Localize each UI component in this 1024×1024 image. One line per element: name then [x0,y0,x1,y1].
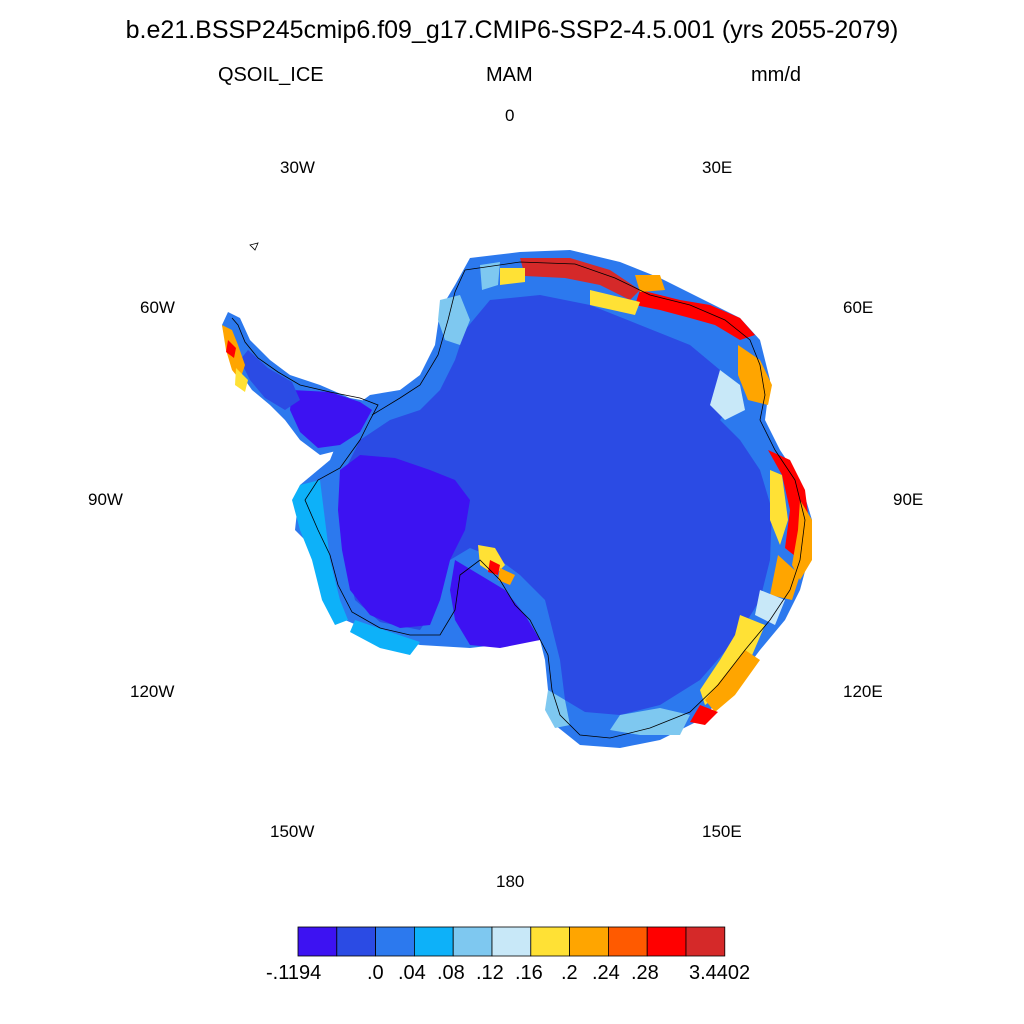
units-label: mm/d [751,64,801,86]
colorbar-box-0 [297,926,338,957]
warm-coast-wilkes-orange [705,650,760,712]
warm-coast-wilkes-red [690,705,718,725]
colorbar-box-2 [375,926,415,957]
warm-coast-amery-pale [710,370,745,420]
lon-label-150w: 150W [270,822,315,841]
coast-light-dml [480,262,500,290]
lon-label-120e: 120E [843,682,883,701]
colorbar-box-7 [569,926,609,957]
colorbar-box-5 [491,926,532,957]
warm-coast-enderby [635,290,755,340]
warm-coast-peninsula-yellow [235,368,248,392]
interior-ice [340,295,772,715]
warm-coast-90e-yellow [770,470,788,545]
warm-coast-wilkes-light [610,708,690,735]
warm-coast-90e-orange2 [770,555,800,600]
colorbar-label-1: .0 [367,962,384,984]
peninsula-fill [240,350,300,410]
colorbar-box-4 [452,926,493,957]
colorbar-box-3 [413,926,454,957]
ross-region [450,560,540,648]
warm-coast-wilkes-pale [755,590,785,625]
warm-coast-wilkes-yellow [700,615,765,705]
lon-label-90e: 90E [893,490,924,509]
lon-label-120w: 120W [130,682,175,701]
warm-coast-dml [520,258,640,300]
colorbar-label-4: .12 [476,962,504,984]
warm-coast-enderby-orange [635,275,665,292]
warm-coast-dml-yellow [500,268,525,285]
lon-label-60w: 60W [140,298,175,317]
coast-cyan-west [292,480,348,625]
warm-coast-peninsula-red [226,340,236,358]
lon-label-0: 0 [505,106,515,125]
west-antarctica-region [338,455,470,628]
colorbar-label-0: -.1194 [266,962,322,984]
peninsula-interior [290,390,372,448]
lon-label-30e: 30E [702,158,733,177]
coast-light-weddell [438,295,470,345]
colorbar-label-9: 3.4402 [689,962,751,984]
colorbar-box-6 [530,926,570,957]
coastline-island [249,242,259,251]
colorbar-label-3: .08 [437,962,465,984]
variable-label: QSOIL_ICE [218,64,324,86]
plot-title: b.e21.BSSP245cmip6.f09_g17.CMIP6-SSP2-4.… [125,16,899,44]
warm-coast-90e-orange [792,500,812,580]
season-label: MAM [486,64,533,86]
warm-coast-enderby-yellow [590,290,640,315]
colorbar-label-6: .2 [561,962,578,984]
colorbar-label-8: .28 [631,962,659,984]
warm-patch-ross-orange [498,568,515,585]
coastline [231,261,806,739]
lon-label-60e: 60E [843,298,874,317]
colorbar-box-1 [336,926,376,957]
colorbar-box-9 [646,926,687,957]
colorbar-label-2: .04 [398,962,426,984]
lon-label-30w: 30W [280,158,315,177]
colorbar-label-5: .16 [515,962,543,984]
lon-label-150e: 150E [702,822,742,841]
colorbar [297,926,726,957]
colorbar-label-7: .24 [592,962,620,984]
antarctica-landmass [222,250,812,748]
colorbar-box-8 [608,926,648,957]
lon-label-180: 180 [496,872,525,891]
lon-label-90w: 90W [88,490,123,509]
warm-coast-amery [738,345,772,405]
coast-cyan-ross [350,620,420,655]
colorbar-box-10 [685,926,726,957]
